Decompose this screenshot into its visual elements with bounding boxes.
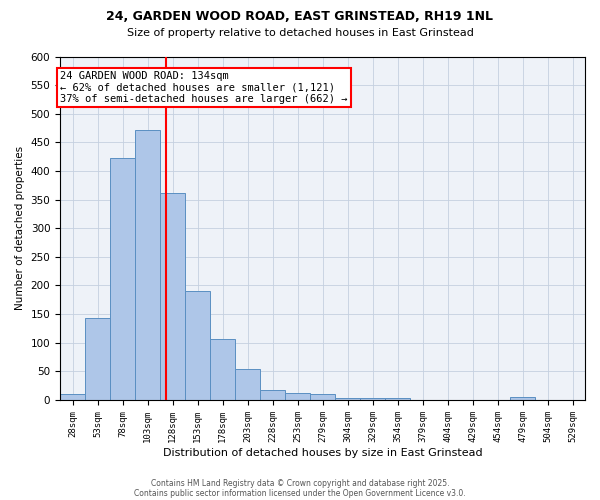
Bar: [85, 318, 110, 400]
Text: Size of property relative to detached houses in East Grinstead: Size of property relative to detached ho…: [127, 28, 473, 38]
Bar: [360, 398, 385, 400]
Bar: [160, 192, 185, 400]
Bar: [385, 398, 410, 400]
Bar: [335, 398, 360, 400]
Bar: [310, 394, 335, 400]
Bar: [260, 390, 285, 400]
X-axis label: Distribution of detached houses by size in East Grinstead: Distribution of detached houses by size …: [163, 448, 482, 458]
Bar: [110, 158, 135, 400]
Text: Contains public sector information licensed under the Open Government Licence v3: Contains public sector information licen…: [134, 488, 466, 498]
Bar: [210, 340, 235, 400]
Text: 24, GARDEN WOOD ROAD, EAST GRINSTEAD, RH19 1NL: 24, GARDEN WOOD ROAD, EAST GRINSTEAD, RH…: [107, 10, 493, 23]
Text: 24 GARDEN WOOD ROAD: 134sqm
← 62% of detached houses are smaller (1,121)
37% of : 24 GARDEN WOOD ROAD: 134sqm ← 62% of det…: [60, 71, 347, 104]
Bar: [235, 369, 260, 400]
Bar: [185, 290, 210, 400]
Bar: [285, 392, 310, 400]
Y-axis label: Number of detached properties: Number of detached properties: [15, 146, 25, 310]
Bar: [60, 394, 85, 400]
Bar: [510, 397, 535, 400]
Bar: [135, 130, 160, 400]
Text: Contains HM Land Registry data © Crown copyright and database right 2025.: Contains HM Land Registry data © Crown c…: [151, 478, 449, 488]
